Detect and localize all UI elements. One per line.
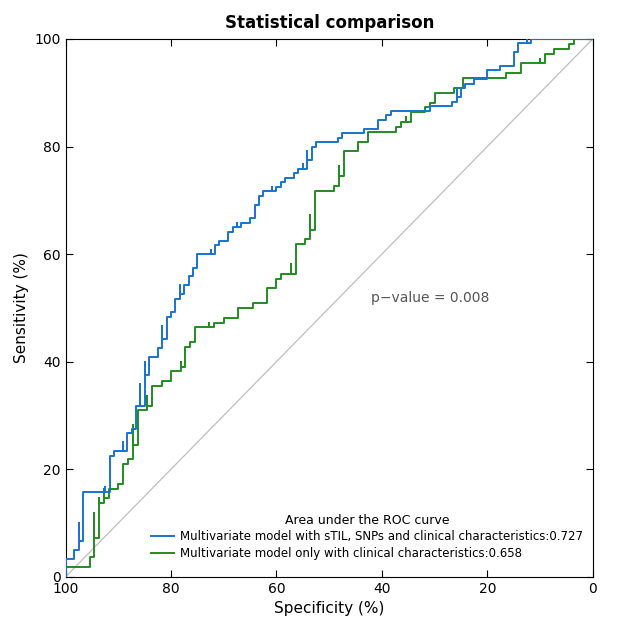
Y-axis label: Sensitivity (%): Sensitivity (%) <box>14 253 29 364</box>
X-axis label: Specificity (%): Specificity (%) <box>274 601 384 616</box>
Text: p−value = 0.008: p−value = 0.008 <box>371 292 490 306</box>
Legend: Multivariate model with sTIL, SNPs and clinical characteristics:0.727, Multivari: Multivariate model with sTIL, SNPs and c… <box>151 514 583 560</box>
Title: Statistical comparison: Statistical comparison <box>224 14 434 32</box>
